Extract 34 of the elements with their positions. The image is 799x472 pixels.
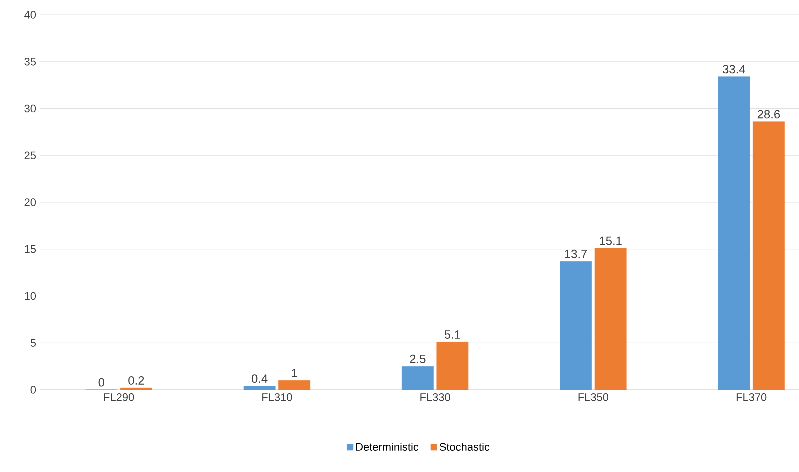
- data-label: 0: [98, 378, 105, 387]
- bar: [402, 366, 434, 390]
- data-label: 5.1: [444, 330, 460, 339]
- y-tick-label: 10: [25, 292, 36, 300]
- legend-label: Stochastic: [440, 442, 490, 451]
- x-tick-label: FL330: [420, 394, 450, 402]
- bar: [244, 386, 276, 390]
- y-tick-label: 40: [24, 11, 36, 19]
- x-tick-label: FL290: [104, 394, 134, 402]
- y-tick-label: 0: [30, 386, 36, 394]
- bar: [753, 122, 785, 390]
- legend-label: Deterministic: [356, 442, 419, 451]
- data-label: 28.6: [758, 110, 780, 119]
- data-label: 2.5: [410, 354, 426, 364]
- y-tick-label: 30: [24, 104, 36, 113]
- data-label: 33.4: [722, 65, 746, 74]
- x-tick-label: FL350: [578, 394, 609, 402]
- data-label: 1: [292, 369, 298, 378]
- data-label: 13.7: [565, 250, 588, 258]
- y-tick-label: 25: [24, 152, 36, 160]
- y-tick-label: 20: [24, 198, 36, 206]
- x-tick-label: FL310: [262, 394, 292, 402]
- data-label: 0.2: [128, 376, 144, 385]
- bar: [436, 342, 469, 390]
- y-tick-label: 15: [25, 246, 36, 254]
- bar: [594, 248, 627, 390]
- data-label: 15.1: [600, 236, 622, 246]
- bar: [278, 380, 311, 390]
- y-tick-label: 35: [24, 58, 36, 66]
- y-tick-label: 5: [30, 339, 36, 347]
- x-tick-label: FL370: [736, 394, 767, 402]
- bar: [718, 76, 750, 390]
- data-label: 0.4: [252, 374, 268, 384]
- bar: [560, 261, 592, 390]
